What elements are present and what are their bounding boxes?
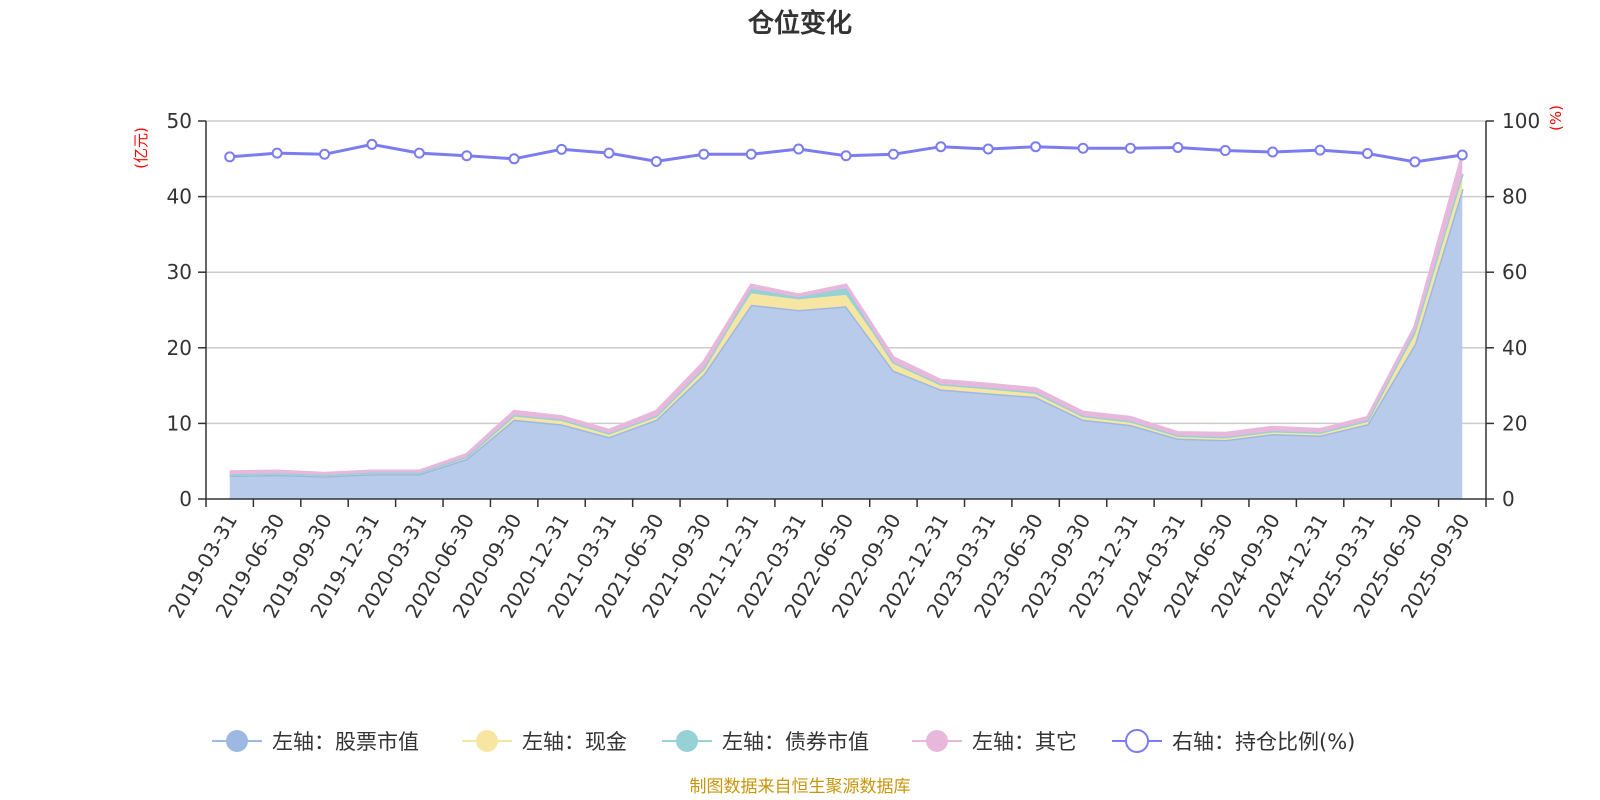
- ratio-point: [840, 150, 852, 162]
- area-line: [229, 154, 1464, 475]
- ratio-point: [1314, 144, 1326, 156]
- legend: 左轴：股票市值 左轴：现金 左轴：债券市值 左轴：其它 右轴：持仓比例(%): [212, 729, 1355, 754]
- legend-swatch-dot: [1125, 729, 1149, 753]
- y-left-tick-label: 30: [167, 260, 192, 284]
- ratio-point: [603, 147, 615, 159]
- ratio-point: [1124, 142, 1136, 154]
- ratio-point: [1172, 141, 1184, 153]
- area-series: [229, 154, 1464, 499]
- ratio-point: [793, 143, 805, 155]
- source-note: 制图数据来自恒生聚源数据库: [690, 777, 911, 797]
- legend-label: 左轴：现金: [522, 730, 627, 754]
- ratio-point: [1219, 144, 1231, 156]
- ratio-point: [1361, 148, 1373, 160]
- ratio-point: [982, 143, 994, 155]
- legend-label: 左轴：股票市值: [272, 730, 419, 754]
- y-left-tick-label: 10: [167, 411, 192, 435]
- ratio-point: [413, 147, 425, 159]
- y-left-tick-label: 40: [167, 185, 192, 209]
- ratio-point: [935, 141, 947, 153]
- y-right-tick-label: 80: [1502, 185, 1527, 209]
- ratio-point: [366, 138, 378, 150]
- legend-item: 左轴：现金: [462, 730, 627, 754]
- y-left-tick-label: 50: [167, 109, 192, 133]
- y-left-tick-label: 0: [179, 487, 192, 511]
- legend-swatch-dot: [676, 730, 698, 752]
- ratio-point: [1456, 149, 1468, 161]
- legend-label: 左轴：债券市值: [722, 730, 869, 754]
- ratio-point: [745, 148, 757, 160]
- ratio-point: [508, 153, 520, 165]
- legend-swatch-dot: [476, 730, 498, 752]
- ratio-point: [1409, 156, 1421, 168]
- legend-swatch-dot: [226, 730, 248, 752]
- ratio-point: [698, 148, 710, 160]
- legend-label: 左轴：其它: [972, 730, 1077, 754]
- ratio-point: [224, 151, 236, 163]
- ratio-point: [1030, 141, 1042, 153]
- legend-label: 右轴：持仓比例(%): [1172, 730, 1355, 754]
- ratio-point: [319, 148, 331, 160]
- legend-swatch-dot: [926, 730, 948, 752]
- y-right-tick-label: 20: [1502, 411, 1527, 435]
- legend-item: 左轴：债券市值: [662, 730, 869, 754]
- legend-item: 右轴：持仓比例(%): [1112, 729, 1355, 754]
- ratio-point: [1077, 142, 1089, 154]
- ratio-point: [887, 148, 899, 160]
- legend-item: 左轴：股票市值: [212, 730, 419, 754]
- ratio-point: [650, 155, 662, 167]
- y-left-tick-label: 20: [167, 336, 192, 360]
- area-band: [229, 189, 1463, 499]
- ratio-point: [556, 143, 568, 155]
- chart-title: 仓位变化: [747, 8, 852, 39]
- y-right-tick-label: 100: [1502, 109, 1540, 133]
- ratio-point: [461, 150, 473, 162]
- ratio-point: [271, 147, 283, 159]
- left-axis-unit: (亿元): [132, 127, 150, 169]
- right-axis-unit: (%): [1547, 105, 1565, 131]
- ratio-line-series: [224, 138, 1468, 168]
- grid-lines: [206, 120, 1486, 425]
- ratio-point: [1267, 146, 1279, 158]
- y-right-tick-label: 40: [1502, 336, 1527, 360]
- legend-item: 左轴：其它: [912, 730, 1077, 754]
- y-right-tick-label: 0: [1502, 487, 1515, 511]
- y-right-tick-label: 60: [1502, 260, 1527, 284]
